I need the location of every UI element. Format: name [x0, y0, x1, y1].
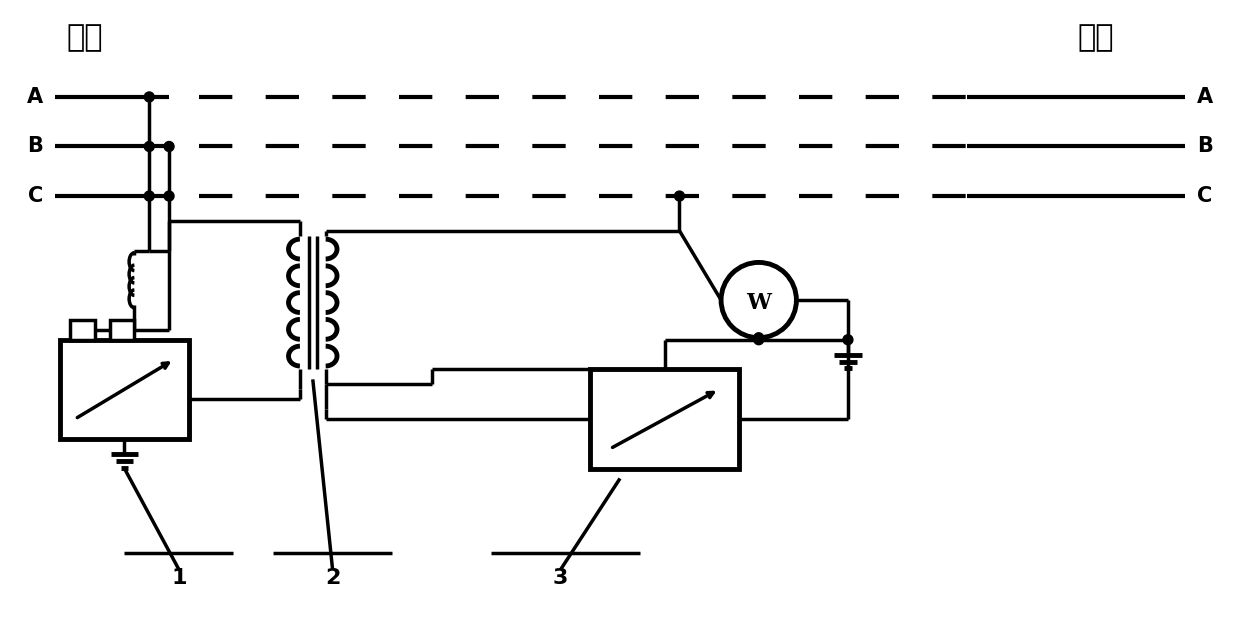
Bar — [109, 320, 134, 340]
Circle shape — [144, 92, 154, 102]
Circle shape — [144, 141, 154, 151]
Circle shape — [144, 191, 154, 201]
Text: B: B — [1197, 136, 1213, 156]
Bar — [60, 340, 188, 439]
Text: 3: 3 — [553, 567, 568, 588]
Text: 1: 1 — [171, 567, 187, 588]
Circle shape — [843, 335, 853, 345]
Text: A: A — [1197, 87, 1213, 107]
Bar — [590, 370, 739, 469]
Text: C: C — [27, 186, 43, 206]
Text: 始端: 始端 — [67, 23, 103, 52]
Text: 2: 2 — [325, 567, 340, 588]
Text: C: C — [1197, 186, 1213, 206]
Circle shape — [164, 191, 174, 201]
Text: 末端: 末端 — [1078, 23, 1114, 52]
Text: W: W — [746, 292, 771, 314]
Circle shape — [754, 335, 764, 345]
Circle shape — [675, 191, 684, 201]
Circle shape — [754, 333, 764, 343]
Text: A: A — [27, 87, 43, 107]
Circle shape — [164, 141, 174, 151]
Bar — [69, 320, 94, 340]
Text: B: B — [27, 136, 43, 156]
